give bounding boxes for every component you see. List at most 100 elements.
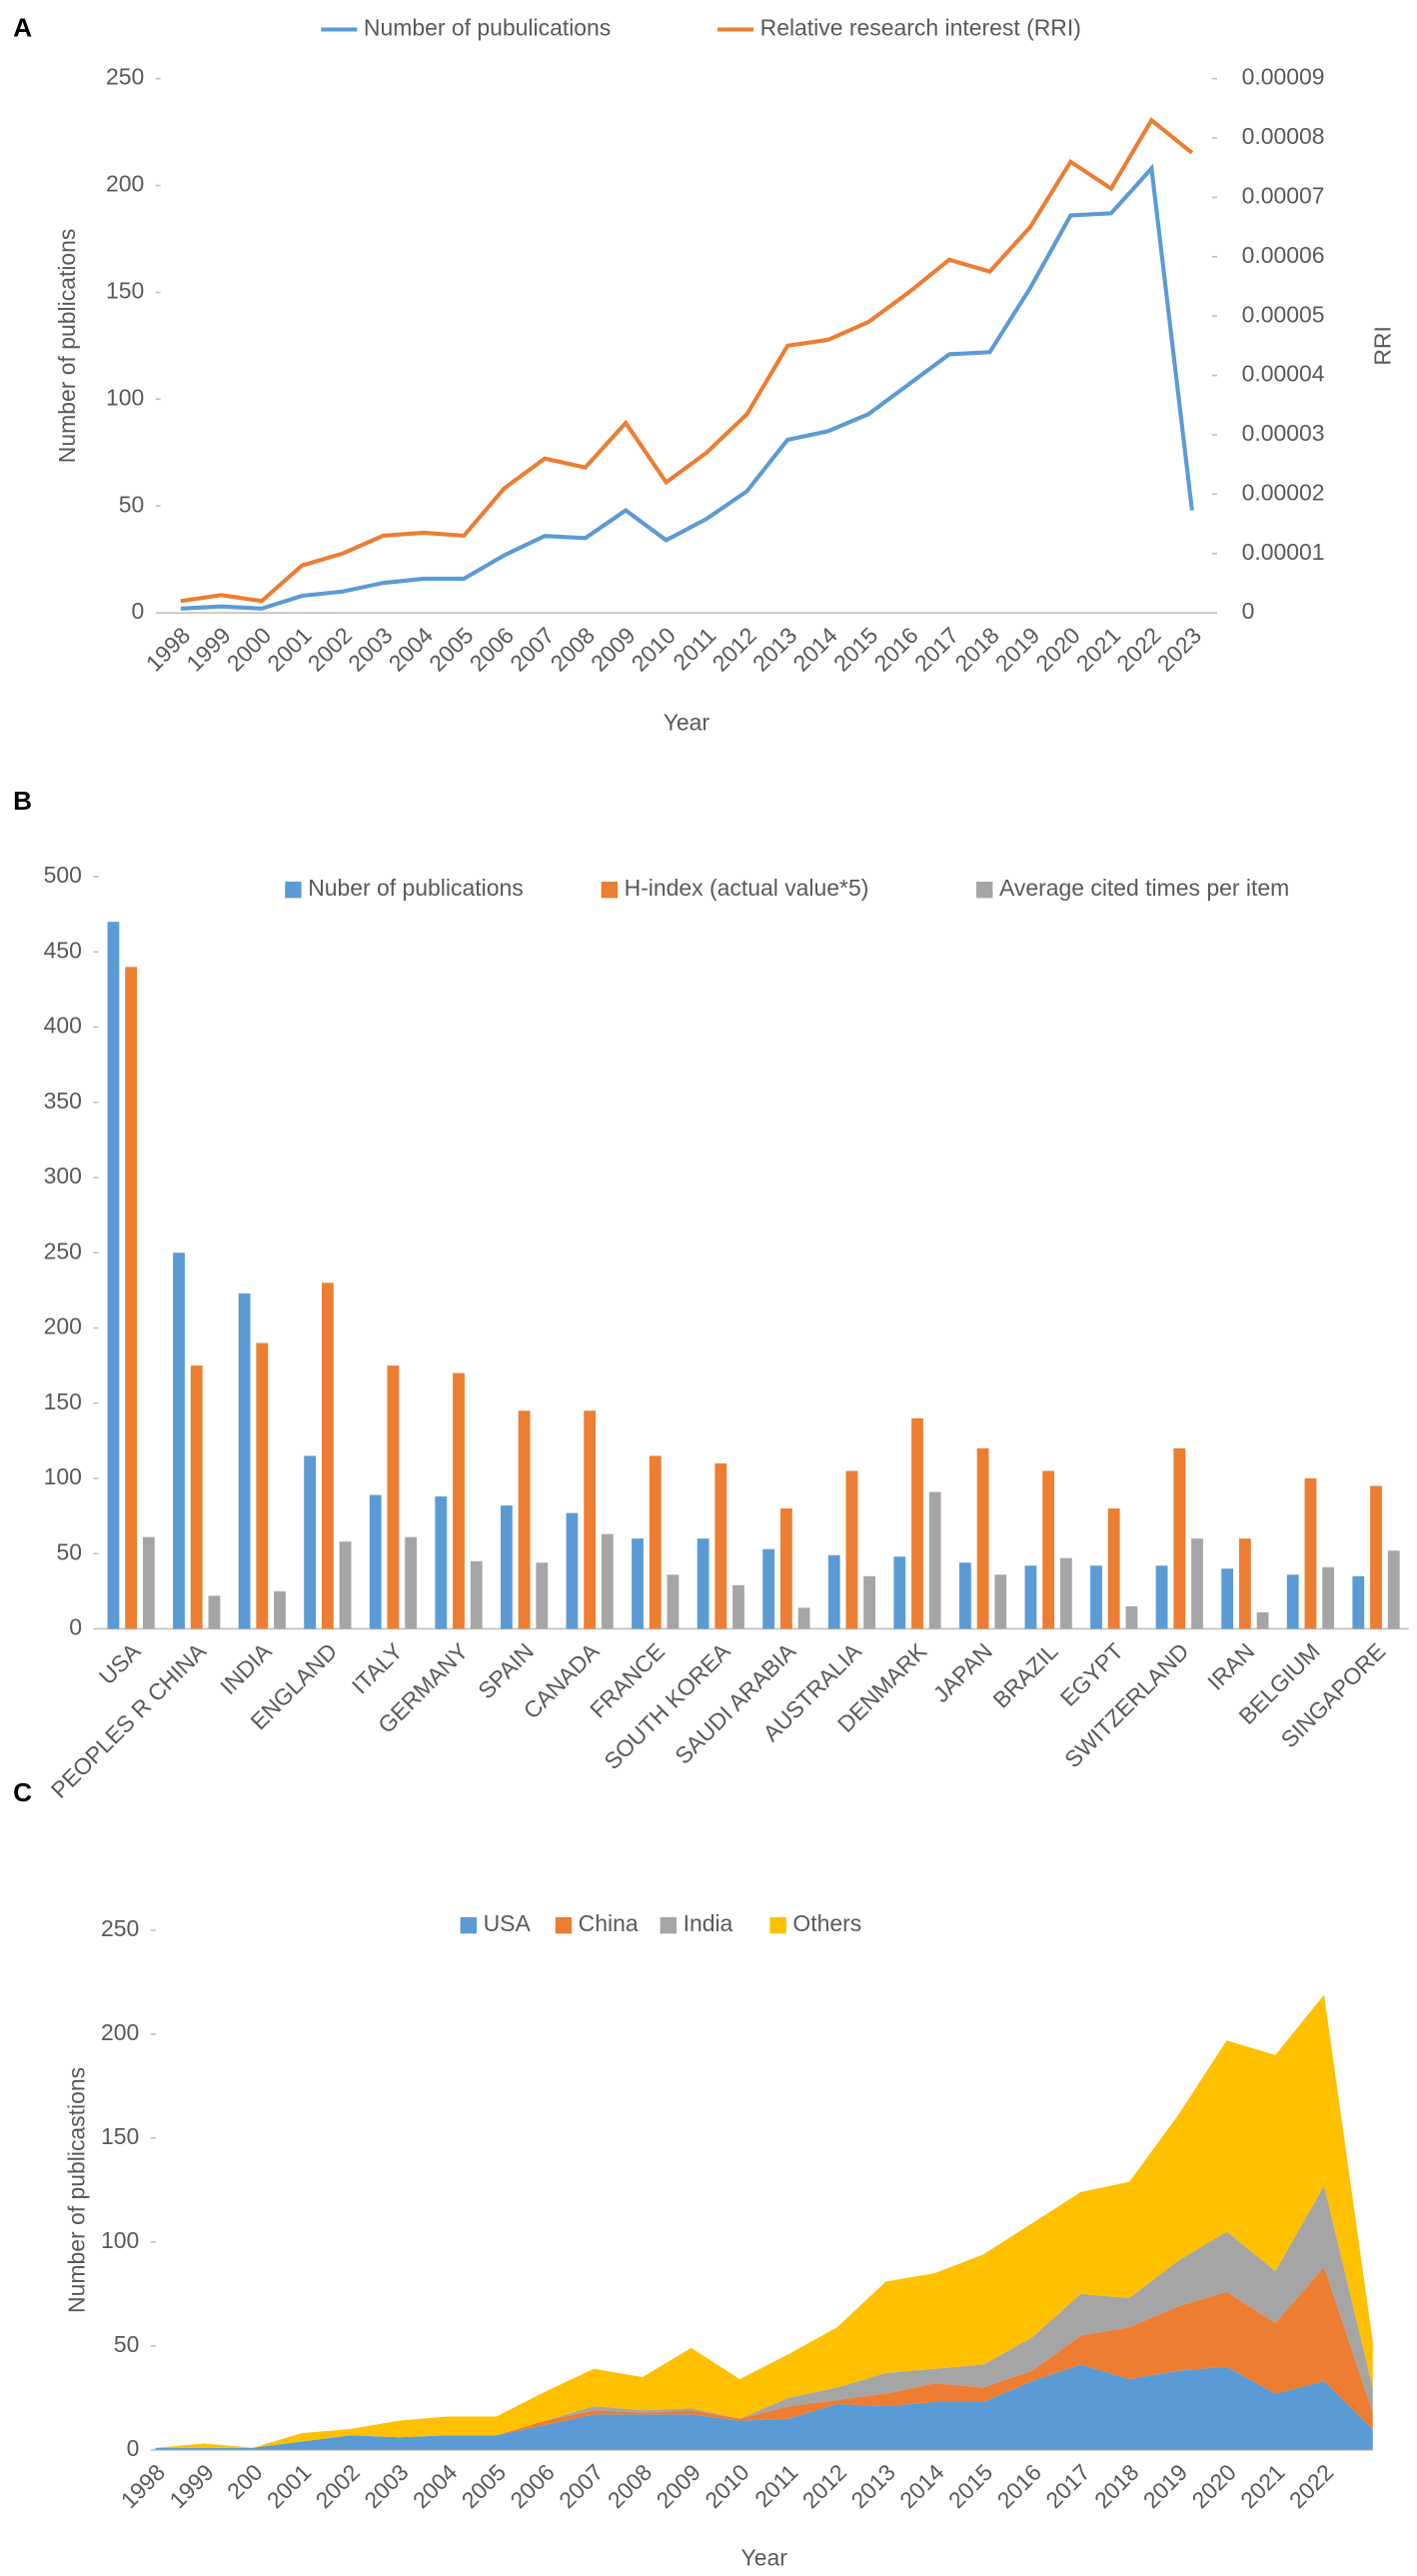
- bar: [125, 967, 138, 1629]
- x-tick-label: 2004: [384, 622, 439, 677]
- bar: [994, 1574, 1007, 1629]
- x-tick-label: 2011: [668, 622, 720, 675]
- x-tick-label: 2012: [797, 2459, 851, 2513]
- bar: [470, 1560, 483, 1629]
- bar: [1387, 1550, 1400, 1629]
- y-tick-label: 250: [44, 1238, 82, 1264]
- bar: [958, 1562, 971, 1629]
- bar: [1125, 1605, 1138, 1629]
- bar: [649, 1455, 662, 1629]
- bar: [1042, 1470, 1055, 1629]
- x-tick-label: 2015: [943, 2459, 997, 2513]
- y2-tick-label: 0.00003: [1242, 420, 1325, 446]
- legend-label: Nuber of publications: [308, 875, 524, 901]
- x-tick-label: 2009: [586, 622, 640, 676]
- x-tick-label: IRAN: [1202, 1638, 1259, 1695]
- y-tick-label: 400: [44, 1013, 82, 1039]
- y-axis-title: Number of publications: [54, 229, 80, 464]
- x-tick-label: 1998: [116, 2459, 170, 2513]
- bar: [863, 1575, 876, 1629]
- x-tick-label: 2020: [1186, 2459, 1240, 2513]
- legend-swatch: [976, 881, 993, 899]
- line: [180, 163, 1194, 611]
- bar: [1238, 1538, 1251, 1629]
- panel-label: B: [13, 786, 32, 816]
- bar: [667, 1574, 680, 1629]
- x-tick-label: 2021: [1235, 2459, 1289, 2513]
- x-tick-label: JAPAN: [928, 1638, 997, 1707]
- bar: [256, 1342, 269, 1629]
- x-tick-label: 2017: [1040, 2459, 1094, 2513]
- y2-axis-title: RRI: [1369, 326, 1395, 366]
- x-tick-label: 2011: [749, 2459, 802, 2512]
- y-tick-label: 200: [106, 171, 144, 197]
- x-tick-label: 2002: [311, 2459, 365, 2513]
- bar: [1286, 1574, 1299, 1629]
- bar: [1173, 1447, 1186, 1629]
- panel-label: C: [13, 1777, 32, 1807]
- bar: [387, 1365, 400, 1629]
- x-tick-label: 2002: [303, 622, 357, 676]
- x-tick-label: 1998: [141, 622, 195, 676]
- y2-tick-label: 0.00002: [1242, 479, 1325, 505]
- x-tick-label: 2021: [1071, 622, 1125, 676]
- x-tick-label: 2018: [949, 622, 1003, 676]
- x-tick-label: 2003: [359, 2459, 413, 2513]
- legend-swatch: [601, 881, 619, 899]
- x-tick-label: 2016: [868, 622, 922, 676]
- bar: [274, 1590, 286, 1629]
- legend-swatch: [460, 1916, 478, 1934]
- x-tick-label: 2005: [457, 2459, 511, 2513]
- x-tick-label: 2013: [845, 2459, 899, 2513]
- y-tick-label: 450: [44, 937, 82, 963]
- bar: [911, 1417, 923, 1629]
- y-tick-label: 200: [44, 1313, 82, 1339]
- x-tick-label: 2007: [505, 622, 559, 676]
- x-axis-title: Year: [664, 710, 710, 736]
- y-tick-label: 150: [101, 2123, 139, 2149]
- bar: [1352, 1575, 1365, 1629]
- x-tick-label: 2022: [1111, 622, 1165, 676]
- bar: [405, 1536, 418, 1629]
- bar: [518, 1410, 531, 1629]
- x-tick-label: 2019: [1138, 2459, 1192, 2513]
- y-tick-label: 150: [106, 278, 144, 304]
- x-tick-label: 2008: [603, 2459, 657, 2513]
- bar: [500, 1505, 513, 1629]
- legend-label: Average cited times per item: [999, 875, 1289, 901]
- y-tick-label: 100: [101, 2227, 139, 2253]
- bar: [1155, 1565, 1168, 1629]
- area: [155, 1994, 1373, 2448]
- bar: [697, 1538, 709, 1629]
- y-tick-label: 250: [106, 64, 144, 90]
- x-tick-label: SWITZERLAND: [1059, 1638, 1194, 1773]
- bar: [208, 1595, 221, 1629]
- panel-label: A: [13, 12, 32, 42]
- bar: [1322, 1566, 1335, 1629]
- legend-label: India: [684, 1910, 733, 1936]
- x-tick-label: BRAZIL: [987, 1638, 1062, 1713]
- bar: [566, 1512, 579, 1629]
- y-tick-label: 50: [56, 1538, 82, 1564]
- x-tick-label: 2022: [1284, 2459, 1338, 2513]
- x-tick-label: INDIA: [215, 1637, 277, 1699]
- bar: [369, 1494, 382, 1629]
- x-tick-label: ITALY: [347, 1638, 408, 1699]
- y-tick-label: 50: [119, 491, 145, 517]
- bar: [536, 1562, 549, 1629]
- y2-tick-label: 0.00005: [1242, 301, 1325, 327]
- bar: [107, 922, 120, 1629]
- y-tick-label: 0: [131, 598, 144, 624]
- x-tick-label: 2004: [408, 2459, 463, 2514]
- x-axis-title: Year: [741, 2545, 788, 2571]
- x-tick-label: 2015: [828, 622, 882, 676]
- bar: [714, 1462, 727, 1629]
- x-tick-label: 2020: [1030, 622, 1084, 676]
- x-tick-label: 2016: [992, 2459, 1046, 2513]
- bar: [732, 1584, 744, 1629]
- bar: [1304, 1477, 1317, 1629]
- legend-label: Others: [792, 1910, 861, 1936]
- x-tick-label: 2001: [262, 2459, 316, 2513]
- x-tick-label: 200: [222, 2459, 267, 2504]
